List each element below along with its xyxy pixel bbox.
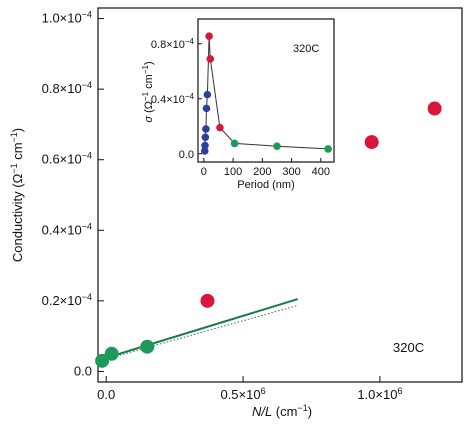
main-y-tick-label: 0.0 (74, 363, 92, 378)
inset-data-point (216, 123, 224, 132)
inset-y-axis-label: σ (Ω−1 cm−1) (141, 61, 155, 122)
inset-x-tick-label: 300 (282, 166, 300, 178)
inset-plot: 0.0 0.4×10−4 0.8×10−4 0 100 200 300 400 (151, 32, 332, 178)
inset-data-point (273, 142, 281, 150)
main-x-tick-label: 1.0×106 (357, 386, 402, 402)
main-y-tick-label: 0.4×10−4 (42, 221, 92, 237)
main-fit-line (101, 298, 299, 361)
main-plot: 0.0 0.2×10−4 0.4×10−4 0.6×10−4 0.8×10−4 1.0×1… (42, 10, 442, 402)
main-data-point (364, 135, 379, 150)
main-fit-line-dotted (106, 304, 298, 360)
main-y-tick-label: 1.0×10−4 (42, 10, 92, 26)
inset-annotation: 320C (293, 43, 319, 55)
main-plot-frame (97, 7, 463, 383)
main-data-point (140, 339, 155, 354)
inset-data-point (202, 104, 211, 113)
inset-x-tick-label: 100 (224, 166, 242, 178)
main-y-tick-label: 0.8×10−4 (42, 80, 92, 96)
inset-y-tick-label: 0.8×10−4 (151, 37, 195, 51)
main-data-point (104, 346, 119, 361)
inset-x-tick-label: 200 (253, 166, 271, 178)
main-data-point (200, 293, 215, 308)
inset-plot-background (198, 19, 334, 162)
inset-data-point (205, 32, 213, 40)
main-y-tick-label: 0.6×10−4 (42, 151, 92, 167)
main-x-axis-label: N/L (cm−1) (252, 403, 312, 419)
main-annotation: 320C (393, 340, 424, 355)
inset-data-point (201, 141, 209, 150)
inset-y-tick-label: 0.0 (179, 149, 194, 161)
inset-x-axis-label: Period (nm) (237, 179, 294, 191)
inset-data-point (324, 145, 332, 153)
inset-x-tick-label: 400 (312, 166, 330, 178)
inset-x-tick-label: 0 (201, 166, 207, 178)
main-x-tick-label: 0.0 (97, 387, 115, 402)
main-y-axis-label: Conductivity (Ω−1 cm−1) (9, 128, 25, 262)
inset-data-point (230, 139, 239, 148)
main-x-tick-label: 0.5×106 (220, 386, 265, 402)
main-y-tick-label: 0.2×10−4 (42, 292, 92, 308)
main-data-point (427, 101, 442, 116)
inset-data-point (206, 55, 215, 63)
inset-data-point (200, 147, 209, 155)
inset-y-tick-label: 0.4×10−4 (151, 92, 195, 106)
inset-plot-frame (197, 18, 335, 163)
main-data-point (95, 353, 110, 368)
inset-data-point (203, 90, 212, 99)
inset-data-point (201, 133, 210, 142)
inset-data-point (202, 125, 210, 133)
